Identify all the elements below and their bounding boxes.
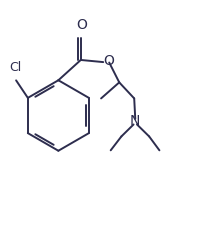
Text: O: O bbox=[103, 54, 114, 68]
Text: Cl: Cl bbox=[9, 61, 21, 74]
Text: N: N bbox=[130, 115, 140, 128]
Text: O: O bbox=[76, 18, 87, 32]
